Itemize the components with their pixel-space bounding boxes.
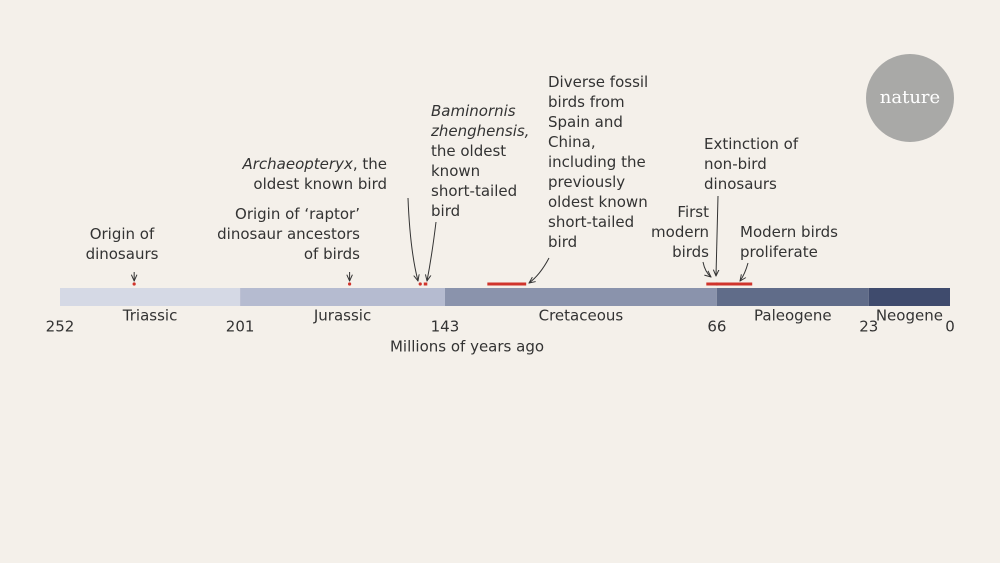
event-point [132,282,136,286]
event-label: modern [651,223,709,241]
label-text: non-bird [704,155,767,173]
event-label: dinosaurs [86,245,159,263]
event-label: zhenghensis, [430,122,529,140]
x-tick-label: 252 [46,318,75,336]
period-bar [444,288,717,306]
label-text: Modern birds [740,223,838,241]
label-text: bird [431,202,460,220]
event-arrow [407,197,418,281]
label-text: oldest known [548,193,648,211]
label-text: dinosaurs [86,245,159,263]
label-text: , the [353,155,387,173]
label-text: short-tailed [548,213,634,231]
label-text: Origin of ‘raptor’ [235,205,360,223]
label-text: modern [651,223,709,241]
label-text: the oldest [431,142,506,160]
label-text: Archaeopteryx [242,155,353,173]
event-arrow [740,262,749,281]
event-label: dinosaurs [704,175,777,193]
event-arrow [702,261,711,277]
label-text: short-tailed [431,182,517,200]
event-label: short-tailed [431,182,517,200]
period-bar [716,288,869,306]
label-text: First [677,203,709,221]
event-label: of birds [304,245,360,263]
event-label: short-tailed [548,213,634,231]
label-text: including the [548,153,646,171]
event-label: Diverse fossil [548,73,648,91]
logo-circle [866,54,954,142]
label-text: of birds [304,245,360,263]
event-label: Modern birds [740,223,838,241]
period-name: Paleogene [754,307,832,325]
label-text: previously [548,173,625,191]
x-tick-label: 66 [707,318,726,336]
period-name: Triassic [122,307,178,325]
event-label: including the [548,153,646,171]
logo: nature [880,87,940,108]
event-label: non-bird [704,155,767,173]
period-name: Cretaceous [539,307,624,325]
event-arrow [529,257,550,283]
label-text: Origin of [90,225,155,243]
label-text: dinosaur ancestors [217,225,360,243]
label-text: dinosaurs [704,175,777,193]
period-name: Jurassic [313,307,371,325]
x-tick-label: 0 [945,318,955,336]
event-label: previously [548,173,625,191]
event-label: Baminornis [431,102,516,120]
event-point [418,282,422,286]
label-text: proliferate [740,243,818,261]
event-point [348,282,352,286]
event-label: Spain and [548,113,623,131]
label-text: bird [548,233,577,251]
event-label: proliferate [740,243,818,261]
event-label: dinosaur ancestors [217,225,360,243]
event-label: Origin of ‘raptor’ [235,205,360,223]
event-label: birds [672,243,709,261]
event-arrow [716,195,718,276]
period-bar [240,288,445,306]
label-text: China, [548,133,596,151]
x-tick-label: 143 [431,318,460,336]
x-tick-label: 23 [859,318,878,336]
period-bar [60,288,241,306]
event-label: bird [548,233,577,251]
event-label: Archaeopteryx, the [242,155,388,173]
event-label: oldest known [548,193,648,211]
event-label: bird [431,202,460,220]
label-text: Spain and [548,113,623,131]
label-text: known [431,162,480,180]
event-label: Extinction of [704,135,799,153]
label-text: Extinction of [704,135,799,153]
label-text: Diverse fossil [548,73,648,91]
event-label: Origin of [90,225,155,243]
label-text: birds from [548,93,625,111]
event-arrow [427,221,437,281]
period-bar [868,288,950,306]
label-text: Baminornis [431,102,516,120]
label-text: oldest known bird [253,175,387,193]
event-label: First [677,203,709,221]
event-label: birds from [548,93,625,111]
event-label: known [431,162,480,180]
label-text: zhenghensis, [430,122,529,140]
event-label: oldest known bird [253,175,387,193]
x-axis-label: Millions of years ago [390,338,544,356]
x-tick-label: 201 [226,318,255,336]
event-label: the oldest [431,142,506,160]
event-label: China, [548,133,596,151]
period-name: Neogene [876,307,943,325]
label-text: birds [672,243,709,261]
